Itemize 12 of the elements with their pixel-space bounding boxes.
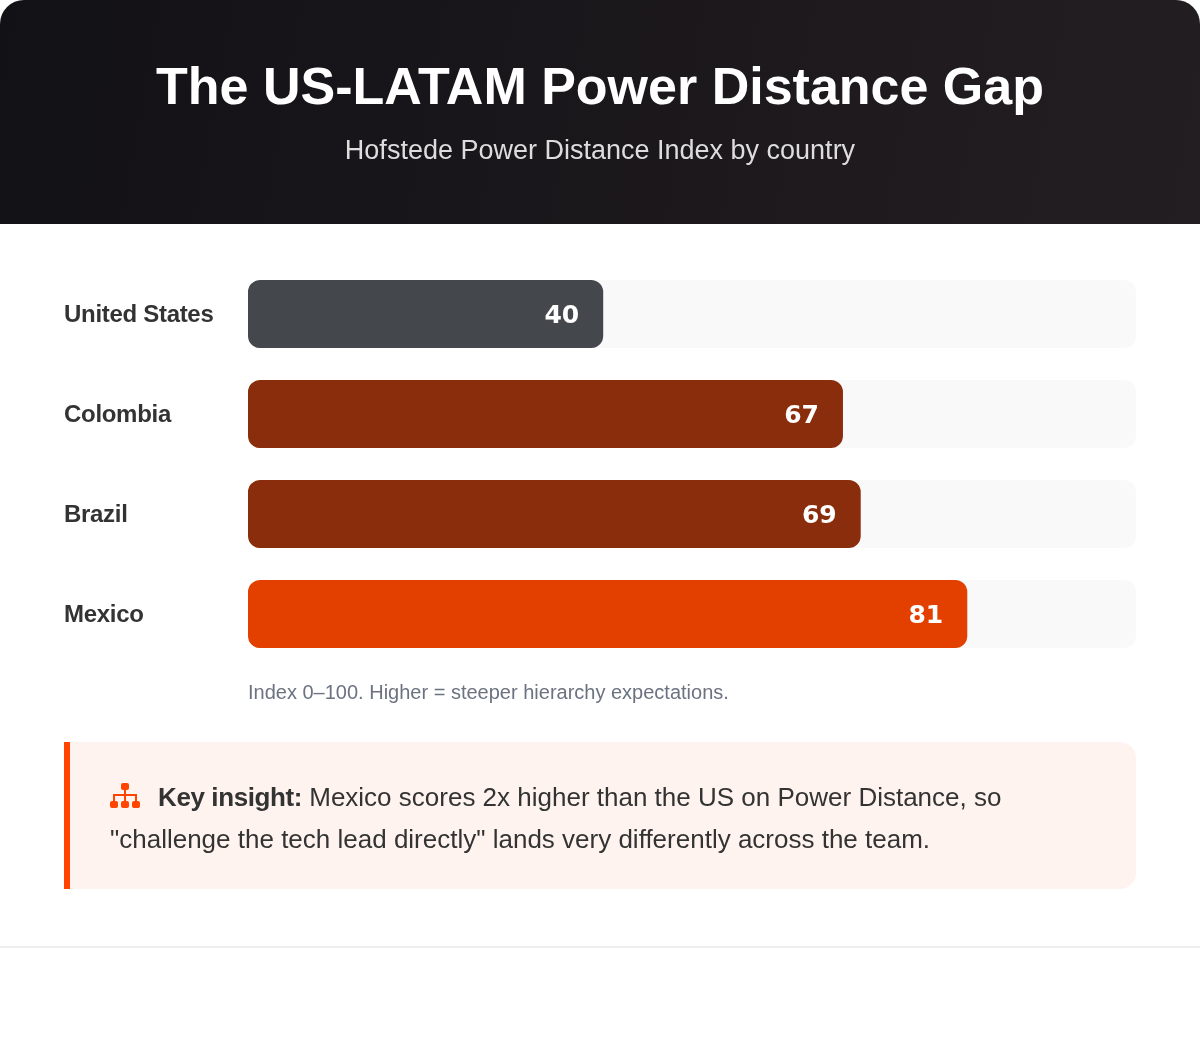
y-tick-label: United States (64, 300, 214, 327)
data-label: 81 (908, 599, 944, 629)
y-tick-label: Colombia (64, 400, 172, 427)
text: Index 0–100. Higher = steeper hierarchy expectations. (248, 681, 729, 703)
data-label: 69 (801, 499, 837, 529)
y-tick-label: Mexico (64, 600, 144, 627)
chart-title: The US-LATAM Power Distance Gap (156, 57, 1044, 115)
y-tick-label: Brazil (64, 500, 128, 527)
data-label: 67 (784, 399, 819, 429)
chart-subtitle: Hofstede Power Distance Index by country (344, 135, 856, 165)
text: Key insight: Mexico scores 2x higher than the US on Power Distance, so "challenge the tech lead directly" lands very differently across the team. (110, 782, 1002, 854)
data-label: 40 (544, 299, 580, 329)
